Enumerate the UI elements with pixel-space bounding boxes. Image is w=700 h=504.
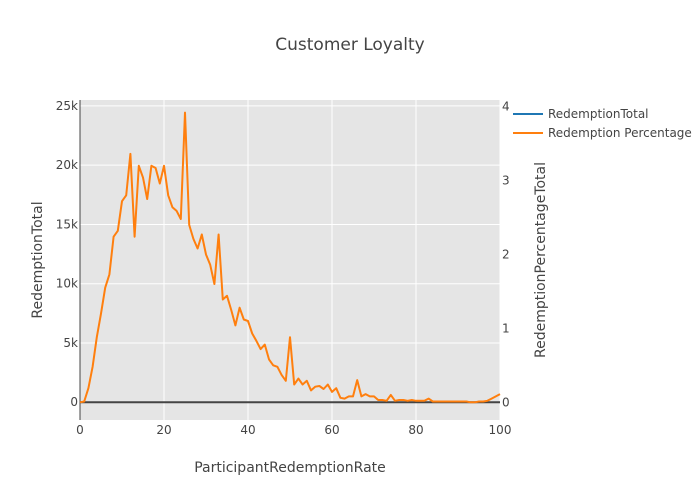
series-line-redemption-percentage[interactable] [79,111,501,404]
legend: RedemptionTotal Redemption Percentage [513,107,692,140]
y-tick-label: 5k [63,336,78,350]
y-tick-label: 10k [56,277,78,291]
plot-area [80,100,500,420]
axis-layer: 0 20 40 60 80 100 0 5k 10k 15k 20k 25k 0 1 2 3 4 [56,99,512,437]
y-tick-label: 15k [56,217,78,231]
y2-tick-label: 2 [502,247,510,261]
y2-tick-label: 4 [502,100,510,114]
legend-item-redemption-total[interactable]: RedemptionTotal [513,107,649,121]
y2-axis-title: RedemptionPercentageTotal [533,162,549,358]
x-tick-label: 40 [240,423,255,437]
y-tick-label: 20k [56,158,78,172]
y2-tick-label: 3 [502,174,510,188]
y-tick-label: 0 [70,395,78,409]
x-tick-label: 60 [324,423,339,437]
series-layer [79,111,501,404]
y2-tick-label: 1 [502,321,510,335]
x-tick-label: 100 [489,423,512,437]
chart-title: Customer Loyalty [275,35,424,55]
x-tick-label: 80 [408,423,423,437]
legend-label-redemption-percentage: Redemption Percentage [548,126,692,140]
x-axis-title: ParticipantRedemptionRate [194,460,386,476]
legend-item-redemption-percentage[interactable]: Redemption Percentage [513,126,692,140]
x-tick-label: 20 [156,423,171,437]
x-tick-label: 0 [76,423,84,437]
zero-line-layer [79,100,500,420]
legend-label-redemption-total: RedemptionTotal [548,107,649,121]
y-axis-title: RedemptionTotal [30,201,46,318]
y2-tick-label: 0 [502,395,510,409]
y-tick-label: 25k [56,99,78,113]
